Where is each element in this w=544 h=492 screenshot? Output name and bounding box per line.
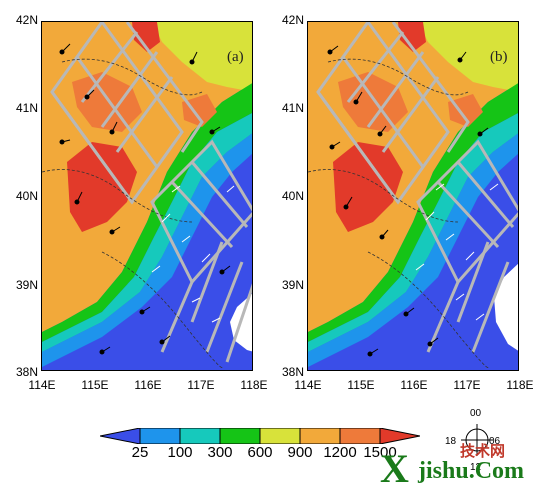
lat-label-a-39n: 39N	[15, 278, 38, 292]
panel-b-label: (b)	[490, 49, 508, 65]
watermark-cn: 技术网	[460, 444, 506, 460]
colorbar-tick-300: 300	[207, 444, 233, 461]
hatch-region	[50, 22, 252, 363]
hatch-region	[316, 22, 518, 353]
lon-label-a-114e: 114E	[28, 378, 56, 392]
boundary-lines	[308, 58, 489, 368]
lat-label-b-39n: 39N	[281, 278, 304, 292]
compass-icon	[461, 424, 493, 456]
lat-label-a-41n: 41N	[15, 101, 38, 115]
compass-label-w: 18	[445, 436, 457, 447]
map-a-svg	[42, 22, 252, 368]
lat-label-a-38n: 38N	[15, 365, 38, 379]
colorbar-seg-0	[100, 428, 140, 444]
panel-a-label: (a)	[227, 49, 244, 65]
terrain-red-3	[398, 22, 426, 52]
terrain-yellow	[418, 22, 518, 92]
terrain-green	[308, 83, 518, 342]
lat-label-b-40n: 40N	[281, 189, 304, 203]
wind-barbs-light	[415, 183, 499, 321]
lon-label-b-118e: 118E	[506, 378, 534, 392]
lon-label-a-115e: 115E	[81, 378, 109, 392]
colorbar-seg-7	[380, 428, 420, 444]
wind-barbs-light	[151, 185, 235, 323]
compass-label-n: 00	[470, 408, 482, 419]
terrain-red-2	[72, 72, 142, 132]
colorbar-tick-25: 25	[131, 444, 149, 461]
lon-label-b-115e: 115E	[347, 378, 375, 392]
colorbar-tick-600: 600	[247, 444, 273, 461]
terrain-red-3	[132, 22, 160, 52]
lon-label-b-114e: 114E	[294, 378, 322, 392]
lat-label-a-42n: 42N	[15, 13, 38, 27]
colorbar-seg-6	[340, 428, 380, 444]
colorbar-seg-1	[140, 428, 180, 444]
colorbar-tick-1500: 1500	[363, 444, 397, 461]
terrain-yellow	[152, 22, 252, 92]
lat-label-b-42n: 42N	[281, 13, 304, 27]
colorbar-tick-100: 100	[167, 444, 193, 461]
sea-area	[494, 263, 518, 351]
terrain-green	[42, 83, 252, 342]
compass-label-s: 12	[470, 462, 482, 473]
lon-label-b-117e: 117E	[453, 378, 481, 392]
lon-label-a-117e: 117E	[187, 378, 215, 392]
terrain-red-1	[333, 142, 403, 232]
terrain-lightblue	[308, 133, 518, 367]
colorbar-seg-3	[220, 428, 260, 444]
lat-label-a-40n: 40N	[15, 189, 38, 203]
lon-label-a-118e: 118E	[240, 378, 268, 392]
terrain-lightblue	[42, 133, 252, 367]
terrain-red-1	[67, 142, 137, 232]
map-panel-a: (a)	[41, 21, 253, 371]
colorbar-seg-4	[260, 428, 300, 444]
lat-label-b-38n: 38N	[281, 365, 304, 379]
terrain-orange-spot	[448, 94, 483, 127]
colorbar	[100, 428, 420, 444]
compass-label-e: 06	[489, 436, 501, 447]
lon-label-b-116e: 116E	[400, 378, 428, 392]
watermark-x: X	[380, 446, 409, 491]
colorbar-tick-900: 900	[287, 444, 313, 461]
map-b-svg	[308, 22, 518, 368]
colorbar-seg-2	[180, 428, 220, 444]
terrain-orange-spot	[182, 94, 217, 127]
map-panel-b: (b)	[307, 21, 519, 371]
wind-barbs-dark	[327, 45, 489, 357]
watermark-site: jishu.Com	[418, 458, 525, 484]
lat-label-b-41n: 41N	[281, 101, 304, 115]
colorbar-tick-1200: 1200	[323, 444, 357, 461]
colorbar-seg-5	[300, 428, 340, 444]
wind-barbs-dark	[59, 43, 231, 355]
terrain-red-2	[338, 72, 408, 132]
lon-label-a-116e: 116E	[134, 378, 162, 392]
boundary-lines	[42, 58, 223, 368]
